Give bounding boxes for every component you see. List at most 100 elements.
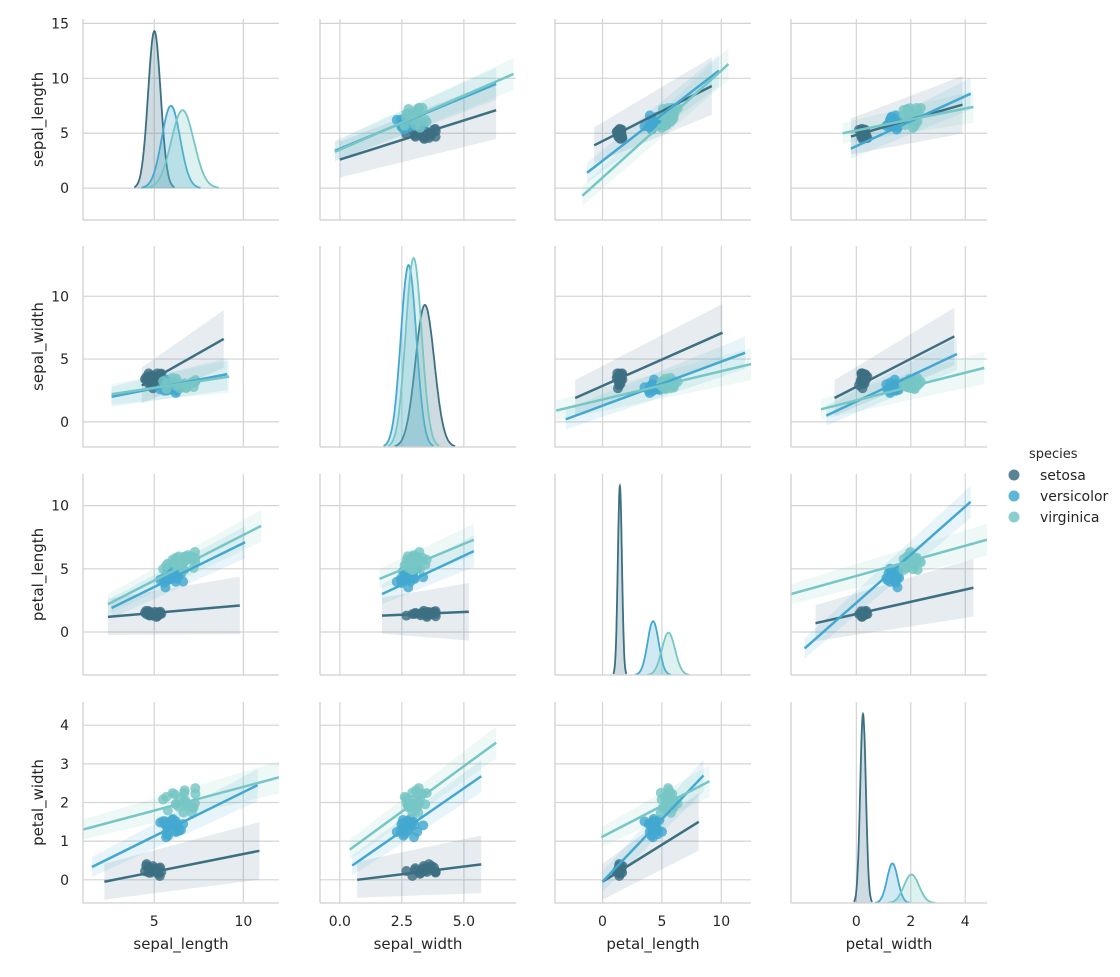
- panel-sepal_length-vs-sepal_length: [82, 19, 279, 221]
- kde-line-virginica: [146, 109, 219, 189]
- legend-marker-setosa: [1008, 469, 1020, 481]
- point-virginica: [417, 788, 428, 799]
- y-tick-label: 10: [51, 499, 69, 515]
- point-versicolor: [890, 572, 901, 583]
- x-tick-label: 0: [598, 914, 607, 930]
- x-axis-label: sepal_length: [133, 935, 228, 954]
- point-setosa: [430, 131, 441, 142]
- point-setosa: [617, 133, 628, 144]
- point-versicolor: [163, 830, 174, 841]
- kde-line-virginica: [387, 256, 440, 447]
- kde-line-versicolor: [383, 263, 434, 447]
- point-virginica: [667, 788, 678, 799]
- kde-line-versicolor: [874, 862, 910, 903]
- regression-line-versicolor: [351, 775, 482, 867]
- x-axis-label: petal_width: [846, 935, 933, 954]
- panel-petal_length-vs-sepal_width: [319, 474, 516, 676]
- point-virginica: [190, 788, 201, 799]
- regression-line-setosa: [104, 849, 260, 883]
- point-versicolor: [412, 826, 423, 837]
- y-tick-label: 0: [60, 873, 69, 889]
- legend-label-versicolor: versicolor: [1040, 489, 1109, 505]
- regression-line-versicolor: [850, 92, 972, 150]
- ci-band-setosa: [815, 558, 974, 642]
- point-virginica: [898, 565, 909, 576]
- ci-band-virginica: [601, 765, 710, 848]
- regression-line-virginica: [820, 366, 985, 411]
- legend: species setosa versicolor virginica: [1008, 447, 1109, 526]
- x-tick-label: 5: [657, 914, 666, 930]
- regression-line-virginica: [555, 362, 751, 412]
- kde-line-setosa: [612, 482, 628, 675]
- regression-line-versicolor: [110, 541, 246, 610]
- point-virginica: [402, 108, 413, 119]
- panel-petal_width-vs-petal_length: [554, 702, 751, 904]
- regression-line-setosa: [574, 331, 723, 400]
- regression-line-virginica: [581, 63, 730, 197]
- panel-sepal_width-vs-sepal_width: [319, 246, 516, 448]
- ci-band-setosa: [104, 822, 260, 900]
- panel-petal_length-vs-sepal_length: [82, 474, 279, 676]
- y-axis-label: sepal_width: [29, 302, 48, 391]
- regression-line-setosa: [339, 108, 497, 161]
- regression-line-virginica: [842, 105, 974, 135]
- panel-sepal_length-vs-sepal_width: [319, 19, 516, 221]
- regression-line-setosa: [357, 863, 482, 882]
- regression-line-virginica: [791, 538, 987, 596]
- panel-petal_length-vs-petal_width: [790, 474, 987, 676]
- panel-petal_length-vs-petal_length: [554, 474, 751, 676]
- regression-line-virginica: [107, 524, 262, 606]
- y-tick-label: 10: [51, 289, 69, 305]
- point-virginica: [417, 102, 428, 113]
- point-virginica: [656, 794, 667, 805]
- point-virginica: [911, 375, 922, 386]
- x-tick-label: 0: [852, 914, 861, 930]
- point-setosa: [430, 866, 441, 877]
- legend-label-virginica: virginica: [1040, 510, 1100, 526]
- regression-line-setosa: [815, 586, 974, 625]
- point-virginica: [170, 552, 181, 563]
- legend-title: species: [1029, 447, 1078, 462]
- legend-marker-versicolor: [1008, 490, 1020, 502]
- point-virginica: [421, 116, 432, 127]
- kde-line-versicolor: [635, 620, 672, 675]
- point-virginica: [903, 108, 914, 119]
- y-tick-label: 1: [60, 834, 69, 850]
- y-tick-label: 5: [60, 352, 69, 368]
- x-tick-label: 2: [906, 914, 915, 930]
- y-tick-label: 0: [60, 181, 69, 197]
- kde-line-setosa: [853, 711, 873, 903]
- ci-band-versicolor: [352, 760, 482, 876]
- point-setosa: [156, 608, 167, 619]
- y-axis-label: petal_width: [29, 759, 48, 846]
- y-tick-label: 15: [51, 16, 69, 32]
- regression-line-versicolor: [803, 500, 972, 650]
- point-versicolor: [649, 819, 660, 830]
- x-tick-label: 10: [712, 914, 730, 930]
- ci-band-setosa: [575, 303, 723, 417]
- x-tick-label: 4: [961, 914, 970, 930]
- y-axis-label: sepal_length: [29, 72, 48, 167]
- point-setosa: [418, 133, 429, 144]
- y-axis-label: petal_length: [29, 528, 48, 621]
- point-virginica: [415, 122, 426, 133]
- panel-sepal_width-vs-petal_length: [554, 246, 751, 448]
- panel-sepal_length-vs-petal_length: [554, 19, 751, 221]
- regression-line-virginica: [111, 375, 230, 396]
- regression-line-virginica: [600, 780, 710, 839]
- panel-sepal_width-vs-petal_width: [790, 246, 987, 448]
- x-tick-label: 5: [150, 914, 159, 930]
- regression-line-setosa: [107, 604, 240, 619]
- panel-petal_width-vs-petal_width: [790, 702, 987, 904]
- x-tick-label: 10: [234, 914, 252, 930]
- panel-petal_width-vs-sepal_length: [82, 702, 279, 904]
- regression-line-virginica: [83, 776, 279, 831]
- panel-sepal_width-vs-sepal_length: [82, 246, 279, 448]
- panel-petal_width-vs-sepal_width: [319, 702, 516, 904]
- point-virginica: [158, 564, 169, 575]
- regression-line-virginica: [334, 72, 515, 154]
- point-virginica: [158, 794, 169, 805]
- kde-line-setosa: [394, 303, 456, 447]
- y-tick-label: 10: [51, 71, 69, 87]
- kde-line-virginica: [647, 631, 690, 675]
